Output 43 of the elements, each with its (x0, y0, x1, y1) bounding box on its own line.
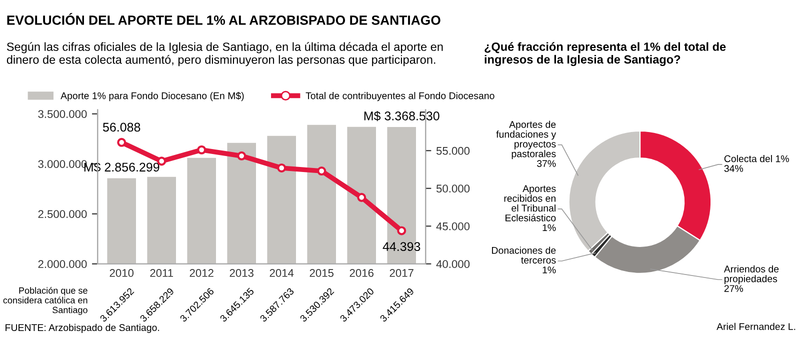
point (357, 192, 366, 202)
y-tick-label: 3.500.000 (38, 110, 87, 118)
data-label: 34% (724, 165, 744, 172)
slice-label: Aportes de fundaciones y proyectos pastorales (496, 120, 556, 160)
slice-label: Donaciones de terceros (492, 246, 556, 264)
x-tick-label: 2011 (150, 269, 174, 277)
data-label: 56.088 (102, 122, 140, 132)
legend-label: Total de contribuyentes al Fondo Diocesano (306, 92, 494, 102)
slice-label: Aportes recibidos en el Tribunal Eclesiástico (504, 185, 556, 222)
data-label: 1% (542, 224, 556, 232)
x-tick-label: 2017 (390, 269, 414, 277)
chart-title: EVOLUCIÓN DEL APORTE DEL 1% AL ARZOBISPADO DE SANTIAGO (7, 13, 440, 25)
text: Población que se considera católica en Santiago (3, 286, 88, 315)
x-tick-label: 2012 (190, 269, 214, 277)
point (197, 145, 206, 154)
point (277, 163, 286, 173)
y2-tick-label: 40.000 (436, 260, 470, 268)
x-tick-label: 2014 (270, 269, 294, 277)
point (317, 166, 326, 176)
data-label: M$ 3.368.530 (364, 110, 440, 122)
slice-label: Colecta del 1% (724, 155, 789, 162)
y2-tick-label: 55.000 (436, 146, 470, 155)
chart-subtitle: Según las cifras oficiales de la Iglesia de Santiago, en la última década el aporte en dinero de esta colecta aumentó, pero disminuyeron las personas que participaron. (6, 42, 443, 66)
y2-tick-label: 50.000 (436, 184, 470, 193)
chart-title: ¿Qué fracción representa el 1% del total de ingresos de la Iglesia de Santiago? (484, 42, 726, 66)
point (397, 226, 406, 236)
source-note: FUENTE: Arzobispado de Santiago. (6, 324, 160, 333)
x-tick-label: 2010 (110, 269, 134, 277)
slice-label: Arriendos de propiedades (724, 265, 779, 284)
y-tick-label: 2.500.000 (38, 210, 87, 218)
x-tick-label: 2015 (310, 269, 334, 277)
data-label: 37% (537, 160, 556, 167)
y2-tick-label: 45.000 (436, 222, 470, 230)
text: Ariel Fernandez L. (716, 322, 796, 330)
y-tick-label: 2.000.000 (38, 260, 87, 268)
data-label: 44.393 (382, 242, 420, 251)
legend-label: Aporte 1% para Fondo Diocesano (En M$) (60, 92, 244, 102)
x-tick-label: 2013 (230, 269, 254, 277)
data-label: 1% (542, 266, 556, 274)
data-label: 27% (724, 285, 744, 292)
point (237, 151, 246, 160)
point (117, 138, 126, 147)
x-tick-label: 2016 (350, 269, 374, 277)
